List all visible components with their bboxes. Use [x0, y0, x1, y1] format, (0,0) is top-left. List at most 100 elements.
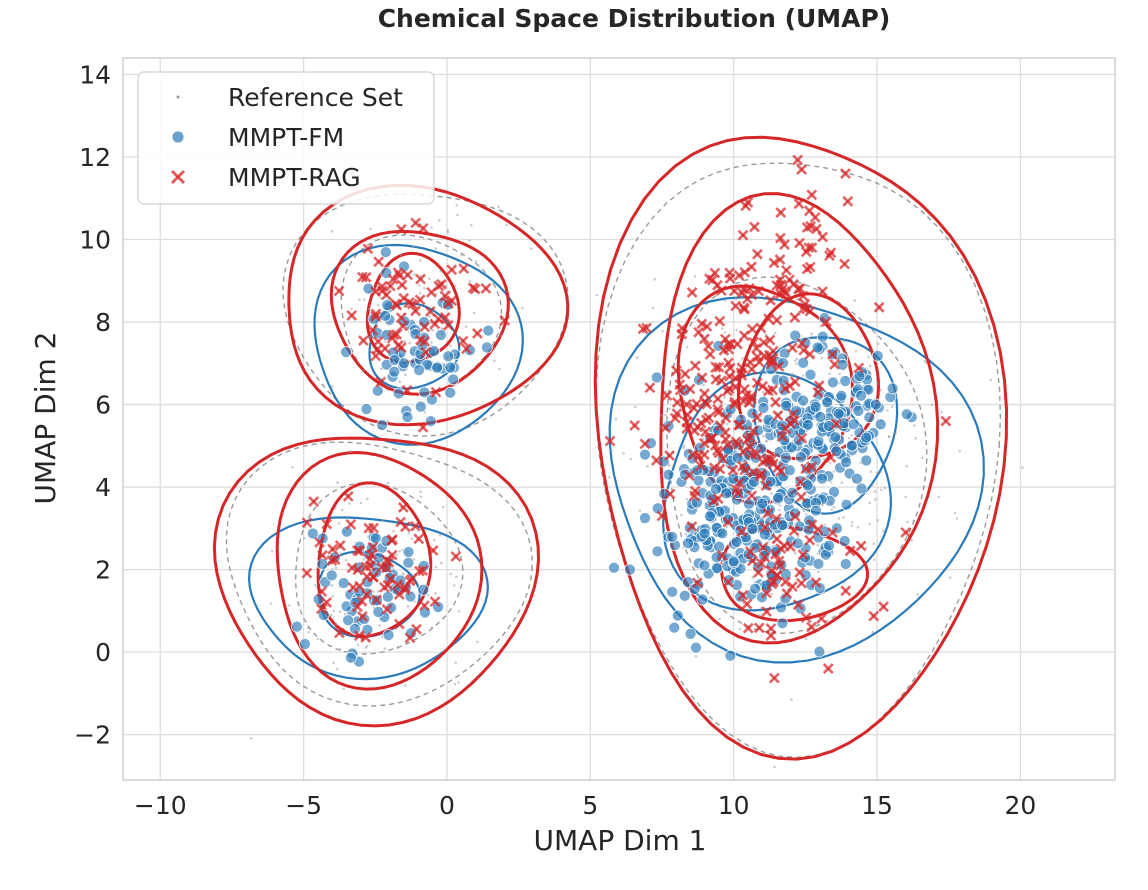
y-tick-label: 6 — [95, 391, 111, 420]
rag-point — [766, 578, 778, 590]
rag-point — [450, 551, 462, 562]
reference-point — [316, 637, 320, 641]
reference-point — [332, 661, 336, 665]
rag-point — [756, 558, 767, 569]
rag-point — [739, 266, 751, 278]
reference-point — [398, 549, 401, 553]
rag-point — [410, 305, 421, 317]
reference-point — [350, 307, 353, 311]
reference-point — [453, 682, 457, 686]
rag-point — [688, 402, 700, 414]
fm-point — [795, 451, 807, 463]
rag-point — [774, 254, 786, 265]
reference-point — [894, 431, 897, 435]
y-tick-label: 4 — [95, 473, 111, 502]
reference-point — [667, 407, 671, 411]
rag-point — [436, 278, 447, 290]
fm-point — [608, 561, 620, 574]
reference-point — [871, 630, 874, 634]
rag-point — [804, 348, 816, 360]
rag-point — [751, 248, 763, 260]
reference-point — [685, 345, 689, 349]
rag-point — [308, 496, 320, 507]
fm-point — [823, 539, 835, 552]
fm-point — [855, 482, 868, 495]
reference-point — [249, 737, 253, 740]
reference-point — [869, 470, 873, 473]
rag-point — [370, 308, 382, 320]
reference-point — [451, 384, 454, 388]
reference-point — [464, 325, 468, 328]
fm-point — [779, 568, 792, 580]
fm-point — [382, 591, 394, 603]
y-axis-label: UMAP Dim 2 — [29, 332, 62, 505]
rag-point — [406, 298, 418, 310]
rag-point — [806, 189, 818, 201]
reference-point — [912, 519, 916, 523]
rag-point — [760, 480, 772, 492]
rag-point — [381, 603, 393, 615]
reference-point — [723, 331, 727, 334]
rag-point — [731, 338, 743, 350]
rag-point — [712, 493, 724, 505]
rag-point — [710, 373, 722, 385]
fm-point — [371, 384, 384, 397]
rag-point — [430, 386, 442, 398]
rag-point — [365, 560, 376, 572]
reference-point — [453, 284, 457, 287]
rag-point — [796, 164, 808, 175]
rag-point — [401, 384, 413, 396]
reference-point — [651, 306, 655, 310]
rag-point — [730, 484, 742, 496]
rag-point — [738, 330, 750, 342]
rag-point — [751, 448, 762, 460]
reference-point — [953, 511, 957, 515]
legend-marker-fm — [171, 130, 185, 144]
reference-point — [446, 231, 450, 234]
reference-point — [505, 223, 509, 227]
reference-point — [334, 622, 338, 626]
fm-point — [688, 583, 701, 595]
reference-point — [338, 610, 342, 613]
rag-point — [689, 360, 701, 372]
rag-point — [397, 320, 409, 332]
rag-point — [391, 329, 403, 340]
reference-point — [833, 506, 836, 509]
rag-point — [762, 507, 774, 519]
contour-rag — [275, 450, 484, 691]
reference-point — [847, 436, 851, 440]
rag-point — [321, 597, 333, 608]
rag-point — [360, 271, 372, 283]
reference-point — [430, 626, 434, 629]
reference-point — [840, 481, 844, 485]
reference-point — [872, 558, 876, 562]
reference-point — [633, 405, 637, 409]
reference-point — [921, 456, 924, 460]
reference-point — [454, 661, 457, 665]
fm-point — [845, 439, 858, 452]
rag-point — [734, 477, 745, 489]
legend: Reference Set MMPT-FM MMPT-RAG — [137, 71, 435, 205]
rag-point — [714, 463, 726, 475]
fm-point — [809, 400, 822, 413]
rag-point — [695, 460, 706, 472]
rag-point — [689, 490, 700, 502]
rag-point — [771, 569, 783, 581]
rag-point — [769, 548, 781, 560]
reference-point — [989, 378, 993, 382]
rag-point — [839, 258, 850, 270]
rag-point — [723, 357, 734, 369]
reference-point — [348, 502, 351, 505]
reference-point — [832, 331, 836, 334]
rag-point — [734, 419, 745, 431]
fm-point — [727, 472, 740, 485]
reference-point — [457, 610, 461, 613]
reference-point — [430, 226, 433, 229]
fm-point — [746, 523, 759, 535]
rag-point — [701, 398, 713, 410]
y-tick-label: −2 — [74, 721, 111, 750]
reference-point — [338, 648, 342, 651]
reference-point — [735, 328, 739, 332]
reference-point — [429, 391, 433, 394]
reference-point — [1021, 466, 1024, 469]
